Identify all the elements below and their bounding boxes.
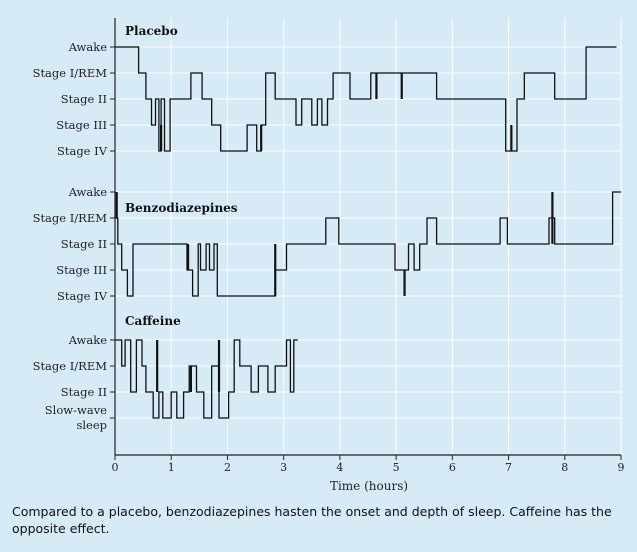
- y-tick-label-slow-wave-sleep: Slow-wave sleep: [45, 403, 107, 432]
- y-tick-label-stage-iv: Stage IV: [57, 289, 108, 303]
- x-tick-label: 4: [336, 461, 343, 474]
- panel-title-benzodiazepines: Benzodiazepines: [125, 201, 238, 215]
- x-tick-label: 7: [505, 461, 512, 474]
- y-tick-label-stage-i-rem: Stage I/REM: [33, 359, 108, 373]
- y-tick-label-stage-iv: Stage IV: [57, 144, 108, 158]
- labels: 0 1 2 3 4 5 6 7 8 9 Awake Stage I/REM Stage II Stage …: [33, 24, 625, 474]
- traces: [115, 46, 621, 419]
- axes: [110, 18, 622, 460]
- panel-title-caffeine: Caffeine: [125, 314, 181, 328]
- y-tick-label-awake: Awake: [68, 40, 107, 54]
- x-tick-label: 2: [224, 461, 231, 474]
- y-tick-label-stage-i-rem: Stage I/REM: [33, 66, 108, 80]
- x-tick-label: 0: [112, 461, 119, 474]
- y-tick-label-stage-iii: Stage III: [56, 263, 107, 277]
- y-tick-label-stage-ii: Stage II: [61, 92, 107, 106]
- x-tick-label: 1: [168, 461, 175, 474]
- x-tick-label: 5: [393, 461, 400, 474]
- y-tick-label-awake: Awake: [68, 333, 107, 347]
- x-tick-label: 8: [561, 461, 568, 474]
- y-tick-label-stage-ii: Stage II: [61, 385, 107, 399]
- series-line-caffeine: [115, 339, 298, 419]
- x-axis-title: Time (hours): [330, 479, 408, 493]
- figure-caption: Compared to a placebo, benzodiazepines h…: [12, 504, 612, 536]
- x-tick-label: 6: [449, 461, 456, 474]
- y-tick-label-stage-ii: Stage II: [61, 237, 107, 251]
- panel-title-placebo: Placebo: [125, 24, 178, 38]
- y-tick-label-stage-iii: Stage III: [56, 118, 107, 132]
- y-tick-label-stage-i-rem: Stage I/REM: [33, 211, 108, 225]
- x-tick-label: 9: [618, 461, 625, 474]
- x-tick-label: 3: [280, 461, 287, 474]
- y-tick-label-awake: Awake: [68, 185, 107, 199]
